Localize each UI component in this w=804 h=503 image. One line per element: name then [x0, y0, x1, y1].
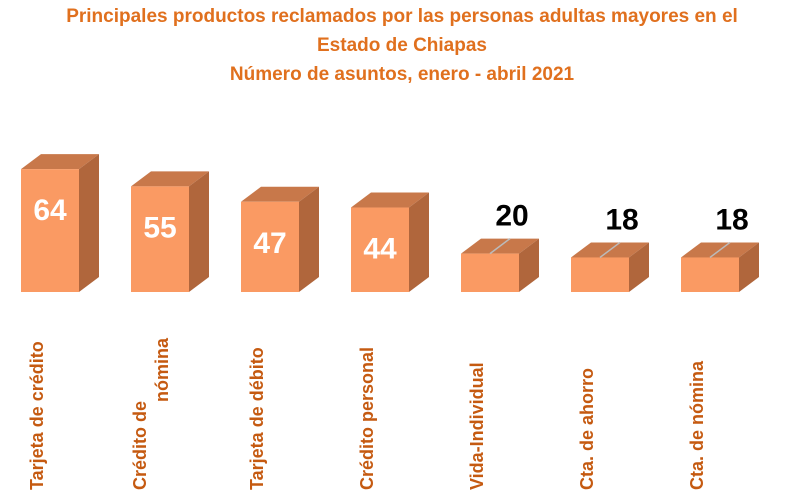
- bar: [571, 257, 629, 292]
- data-label: 18: [715, 203, 748, 236]
- data-label: 64: [33, 194, 67, 227]
- category-label: Cta. de nómina: [687, 360, 707, 490]
- bar-top: [241, 186, 319, 202]
- data-label: 20: [495, 200, 528, 233]
- category-label: Crédito personal: [357, 347, 377, 490]
- bar-side: [519, 238, 539, 292]
- title-line-3: Número de asuntos, enero - abril 2021: [229, 64, 575, 85]
- leader-line: [489, 238, 511, 255]
- category-label: nómina: [152, 337, 172, 402]
- bar-top: [131, 171, 209, 187]
- bar: [351, 207, 409, 292]
- category-label: Tarjeta de crédito: [27, 341, 47, 490]
- title-line-2: Estado de Chiapas: [317, 35, 487, 56]
- bar: [681, 257, 739, 292]
- category-label: Cta. de ahorro: [577, 368, 597, 490]
- data-label: 18: [605, 203, 638, 236]
- bar-side: [299, 186, 319, 292]
- bar-side: [739, 242, 759, 292]
- bar: [241, 201, 299, 292]
- bar: [461, 253, 519, 292]
- bar-side: [79, 154, 99, 292]
- title-line-1: Principales productos reclamados por las…: [66, 6, 738, 27]
- chart-title: Principales productos reclamados por las…: [0, 2, 804, 89]
- category-label: Tarjeta de débito: [247, 347, 267, 490]
- bar-top: [21, 154, 99, 170]
- bar-side: [629, 242, 649, 292]
- leader-line: [709, 241, 731, 259]
- data-label: 44: [363, 233, 397, 266]
- bar: [131, 186, 189, 292]
- bar-side: [189, 171, 209, 292]
- bar: [21, 169, 79, 292]
- bar-top: [351, 192, 429, 208]
- data-label: 55: [143, 211, 176, 244]
- leader-line: [599, 241, 621, 259]
- bar-side: [409, 192, 429, 292]
- data-label: 47: [253, 227, 286, 260]
- category-label: Crédito de: [130, 401, 150, 490]
- category-label: Vida-Individual: [467, 362, 487, 490]
